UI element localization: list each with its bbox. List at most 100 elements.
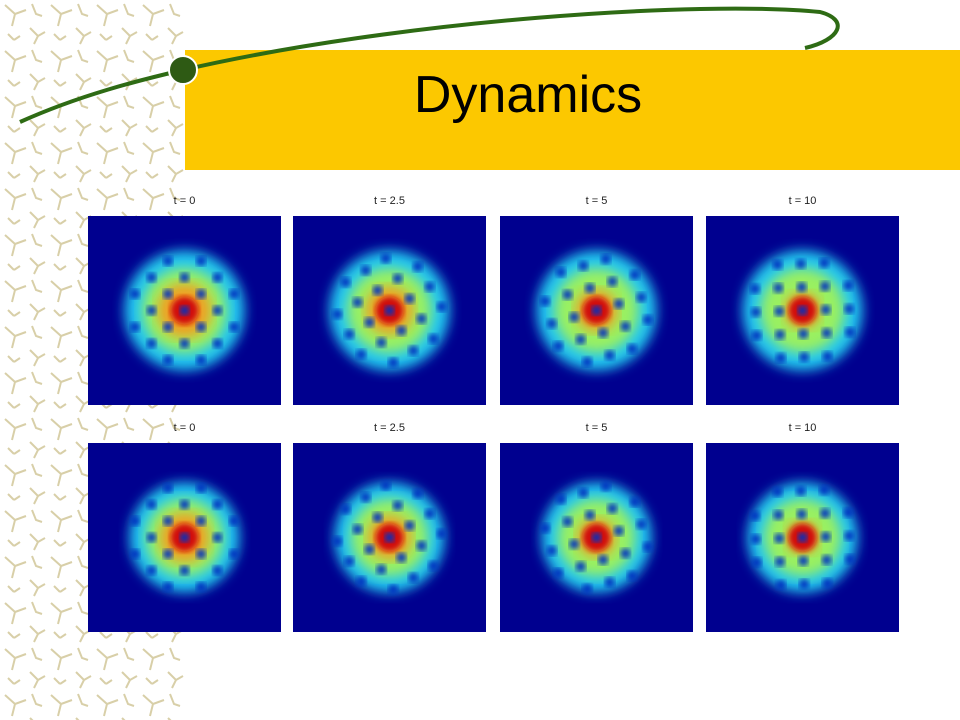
density-hole [795,258,806,269]
density-hole [604,577,615,588]
density-plot [706,216,899,405]
density-hole [380,480,391,491]
density-hole [392,273,403,284]
density-hole [750,534,761,545]
density-hole [598,554,609,565]
density-hole [562,516,573,527]
density-hole [396,552,407,563]
density-hole [796,509,807,520]
density-hole [408,572,419,583]
density-hole [607,276,618,287]
density-plot [293,443,486,632]
density-hole [613,525,624,536]
density-hole [163,582,173,592]
density-hole [384,532,395,543]
density-hole [773,510,784,521]
density-hole [796,282,807,293]
density-hole [819,281,830,292]
panel-label: t = 10 [789,422,817,434]
density-hole [146,532,157,543]
density-hole [775,556,786,567]
density-hole [212,305,223,316]
density-hole [600,254,611,265]
density-hole [562,289,573,300]
density-hole [553,341,564,352]
density-hole [820,531,831,542]
density-hole [775,352,786,363]
density-hole [416,313,427,324]
density-hole [412,488,423,499]
density-hole [229,322,239,332]
density-hole [844,554,855,565]
density-hole [775,579,786,590]
density-hole [569,539,580,550]
density-hole [360,492,371,503]
decorative-knob [168,55,198,85]
density-hole [584,510,595,521]
density-hole [146,338,157,349]
density-plot [88,443,281,632]
density-hole [196,582,206,592]
density-hole [163,516,173,526]
density-hole [642,314,653,325]
density-hole [376,564,387,575]
density-hole [591,532,602,543]
density-hole [212,499,223,510]
density-hole [212,272,223,283]
density-hole [146,565,157,576]
density-hole [844,303,855,314]
density-hole [163,355,173,365]
density-hole [799,352,810,363]
density-plot [293,216,486,405]
panel-label: t = 10 [789,195,817,207]
density-hole [196,289,206,299]
density-hole [819,508,830,519]
decorative-curve [19,6,840,124]
density-hole [844,327,855,338]
density-hole [179,305,190,316]
density-hole [751,330,762,341]
density-hole [340,504,351,515]
density-hole [130,549,140,559]
density-hole [620,548,631,559]
density-hole [582,583,593,594]
density-hole [356,576,367,587]
density-hole [229,549,239,559]
density-hole [578,487,589,498]
density-hole [575,561,586,572]
density-hole [179,338,190,349]
density-hole [642,541,653,552]
slide-title: Dynamics [414,66,642,124]
density-hole [540,296,551,307]
density-plot [706,443,899,632]
density-hole [352,524,363,535]
density-hole [822,578,833,589]
panel-grid: t = 0 t = 2.5 t = 5 t = 10 t = 0 t = 2.5 t = 5… [88,195,899,632]
density-hole [821,554,832,565]
density-hole [795,485,806,496]
density-hole [412,261,423,272]
density-hole [798,555,809,566]
density-hole [424,508,435,519]
density-hole [820,304,831,315]
density-hole [380,253,391,264]
density-plot [500,443,693,632]
density-hole [555,267,566,278]
density-hole [212,338,223,349]
density-hole [130,322,140,332]
density-hole [546,318,557,329]
density-hole [553,568,564,579]
density-hole [146,272,157,283]
density-hole [352,297,363,308]
density-hole [629,496,640,507]
density-hole [229,516,239,526]
density-hole [772,259,783,270]
density-hole [196,516,206,526]
density-hole [428,560,439,571]
density-hole [843,280,854,291]
density-hole [797,532,808,543]
density-hole [364,544,375,555]
density-hole [750,307,761,318]
density-hole [598,327,609,338]
